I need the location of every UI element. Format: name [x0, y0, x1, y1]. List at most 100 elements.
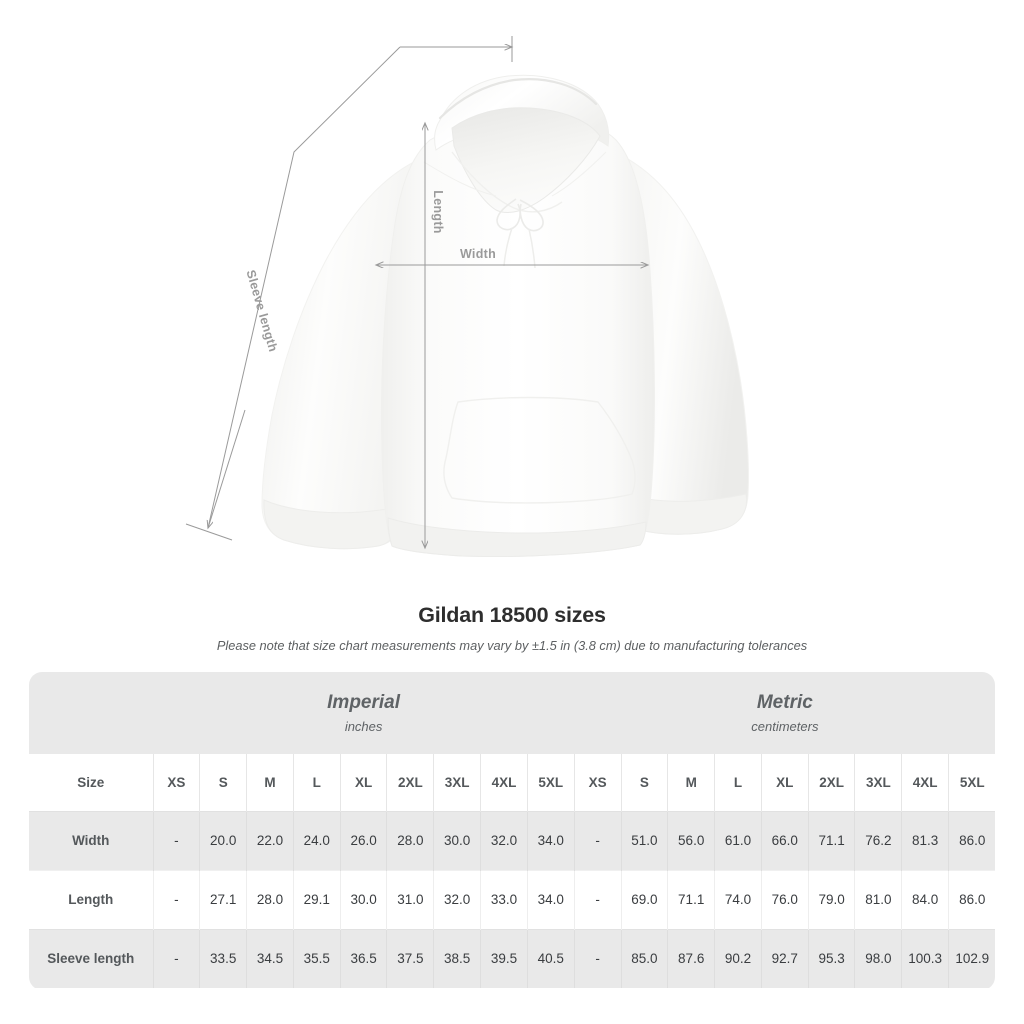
col-header-metric-3xl: 3XL — [854, 754, 902, 811]
cell-width-metric-4xl: 81.3 — [901, 810, 949, 870]
cell-length-imperial-3xl: 32.0 — [433, 869, 481, 929]
cell-sleeve-imperial-l: 35.5 — [292, 928, 341, 988]
tolerance-note: Please note that size chart measurements… — [216, 638, 808, 653]
cell-length-imperial-m: 28.0 — [246, 869, 294, 929]
cell-width-metric-xl: 66.0 — [760, 810, 809, 870]
table-row-width: Width - 20.0 22.0 24.0 26.0 28.0 30.0 32… — [29, 810, 995, 870]
cell-sleeve-metric-2xl: 95.3 — [807, 928, 855, 988]
cell-width-imperial-2xl: 28.0 — [386, 810, 434, 870]
imperial-unit: inches — [344, 718, 383, 734]
cell-sleeve-metric-4xl: 100.3 — [901, 928, 949, 988]
cell-length-metric-4xl: 84.0 — [901, 869, 949, 929]
cell-length-imperial-xl: 30.0 — [339, 869, 387, 929]
cell-sleeve-metric-xs: - — [573, 928, 621, 988]
table-row-length: Length - 27.1 28.0 29.1 30.0 31.0 32.0 3… — [29, 869, 995, 929]
cell-width-metric-5xl: 86.0 — [948, 810, 995, 870]
size-header-row: Size XS S M L XL 2XL 3XL 4XL 5XL XS S M … — [29, 754, 995, 811]
cell-sleeve-metric-s: 85.0 — [620, 928, 668, 988]
col-header-imperial-xs: XS — [152, 754, 200, 811]
cell-length-metric-l: 74.0 — [714, 869, 762, 929]
cell-length-metric-xs: - — [573, 869, 621, 929]
measurement-guides — [185, 36, 648, 548]
cell-sleeve-imperial-5xl: 40.5 — [526, 928, 575, 988]
col-header-imperial-3xl: 3XL — [433, 754, 481, 811]
col-header-metric-4xl: 4XL — [901, 754, 949, 811]
size-header-label: Size — [29, 754, 153, 811]
sleeve-bottom-tick — [185, 523, 233, 541]
col-header-imperial-s: S — [199, 754, 247, 811]
cell-sleeve-metric-xl: 92.7 — [760, 928, 809, 988]
cell-width-metric-l: 61.0 — [714, 810, 762, 870]
cell-length-imperial-s: 27.1 — [199, 869, 247, 929]
cell-width-metric-2xl: 71.1 — [807, 810, 855, 870]
hoodie-measurement-illustration: Sleeve length Length Width — [185, 36, 750, 557]
col-header-imperial-m: M — [246, 754, 294, 811]
cell-length-imperial-2xl: 31.0 — [386, 869, 434, 929]
metric-banner: Metric centimeters — [574, 672, 995, 754]
col-header-imperial-xl: XL — [339, 754, 387, 811]
cell-width-imperial-4xl: 32.0 — [480, 810, 528, 870]
col-header-imperial-5xl: 5XL — [526, 754, 575, 811]
cell-length-imperial-xs: - — [152, 869, 200, 929]
cell-width-imperial-5xl: 34.0 — [526, 810, 575, 870]
col-header-metric-xs: XS — [573, 754, 621, 811]
table-row-sleeve-length: Sleeve length - 33.5 34.5 35.5 36.5 37.5… — [29, 928, 995, 988]
cell-length-metric-2xl: 79.0 — [807, 869, 855, 929]
col-header-metric-m: M — [667, 754, 715, 811]
cell-length-metric-3xl: 81.0 — [854, 869, 902, 929]
cell-sleeve-imperial-3xl: 38.5 — [433, 928, 481, 988]
cell-sleeve-imperial-xs: - — [152, 928, 200, 988]
cell-width-imperial-xs: - — [152, 810, 200, 870]
cell-sleeve-imperial-2xl: 37.5 — [386, 928, 434, 988]
cell-length-imperial-5xl: 34.0 — [526, 869, 575, 929]
cell-width-metric-3xl: 76.2 — [854, 810, 902, 870]
cell-sleeve-metric-l: 90.2 — [714, 928, 762, 988]
page-title: Gildan 18500 sizes — [418, 603, 606, 627]
cell-width-imperial-l: 24.0 — [292, 810, 341, 870]
cell-sleeve-imperial-s: 33.5 — [199, 928, 247, 988]
sleeve-length-label: Sleeve length — [243, 268, 280, 353]
cell-length-metric-s: 69.0 — [620, 869, 668, 929]
metric-title: Metric — [756, 691, 813, 713]
cell-sleeve-metric-3xl: 98.0 — [854, 928, 902, 988]
cell-width-metric-xs: - — [573, 810, 621, 870]
cell-length-metric-xl: 76.0 — [760, 869, 809, 929]
cell-length-imperial-l: 29.1 — [292, 869, 341, 929]
cell-length-metric-m: 71.1 — [667, 869, 715, 929]
cell-width-metric-s: 51.0 — [620, 810, 668, 870]
cell-sleeve-metric-m: 87.6 — [667, 928, 715, 988]
cell-width-imperial-xl: 26.0 — [339, 810, 387, 870]
length-label: Length — [431, 190, 445, 233]
size-table: Imperial inches Metric centimeters Size … — [29, 672, 995, 988]
row-label-length: Length — [29, 869, 153, 929]
cell-sleeve-imperial-m: 34.5 — [246, 928, 294, 988]
col-header-metric-xl: XL — [760, 754, 809, 811]
imperial-title: Imperial — [327, 691, 401, 713]
cell-sleeve-imperial-xl: 36.5 — [339, 928, 387, 988]
cell-width-metric-m: 56.0 — [667, 810, 715, 870]
cell-length-imperial-4xl: 33.0 — [480, 869, 528, 929]
col-header-metric-2xl: 2XL — [807, 754, 855, 811]
cell-width-imperial-s: 20.0 — [199, 810, 247, 870]
col-header-imperial-l: L — [292, 754, 341, 811]
sleeve-bottom-arrow — [208, 409, 246, 528]
title-block: Gildan 18500 sizes Please note that size… — [0, 600, 1024, 655]
banner-spacer — [29, 672, 153, 754]
col-header-metric-5xl: 5XL — [948, 754, 995, 811]
col-header-imperial-2xl: 2XL — [386, 754, 434, 811]
hoodie-graphic — [261, 74, 750, 557]
cell-sleeve-imperial-4xl: 39.5 — [480, 928, 528, 988]
row-label-width: Width — [29, 810, 153, 870]
cell-sleeve-metric-5xl: 102.9 — [948, 928, 995, 988]
cell-width-imperial-m: 22.0 — [246, 810, 294, 870]
cell-width-imperial-3xl: 30.0 — [433, 810, 481, 870]
size-table-container: Imperial inches Metric centimeters Size … — [29, 672, 995, 990]
row-label-sleeve-length: Sleeve length — [29, 928, 153, 988]
cell-length-metric-5xl: 86.0 — [948, 869, 995, 929]
width-label: Width — [460, 247, 496, 261]
col-header-metric-l: L — [714, 754, 762, 811]
sleeve-length-line — [207, 46, 401, 529]
col-header-metric-s: S — [620, 754, 668, 811]
metric-unit: centimeters — [751, 718, 819, 734]
